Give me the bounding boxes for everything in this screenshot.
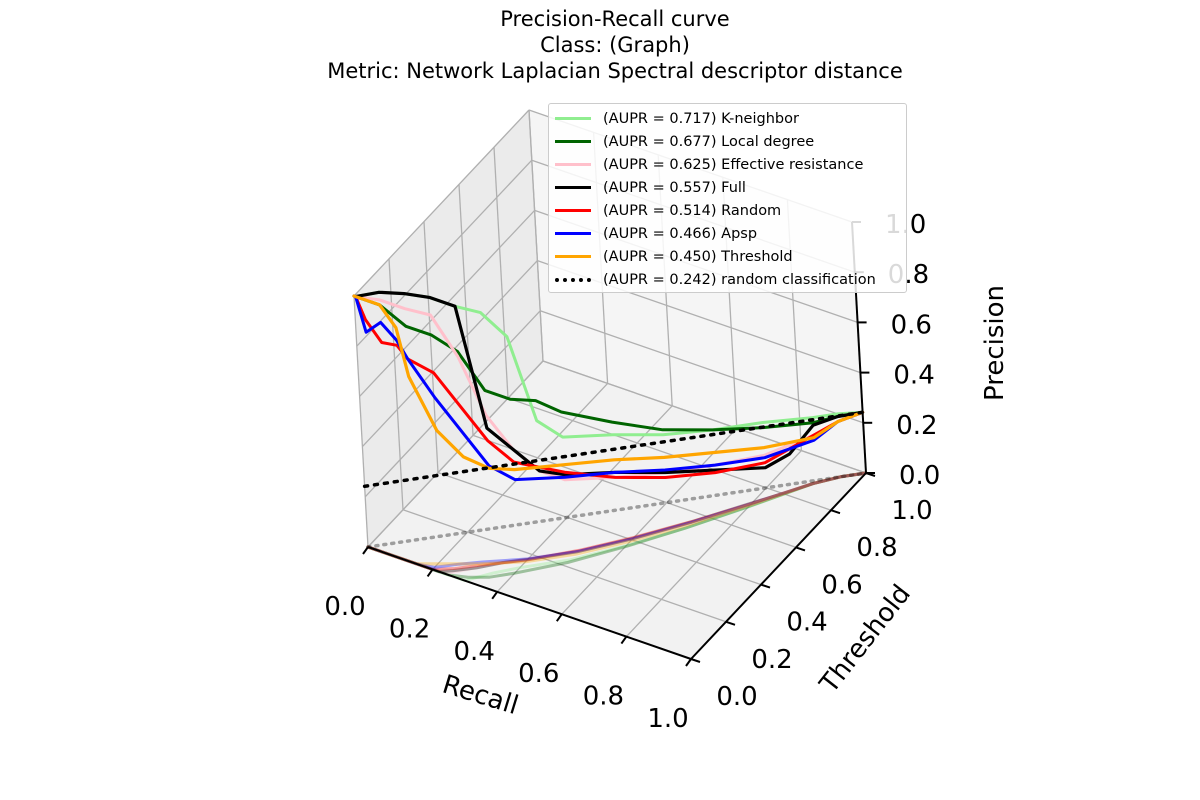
grid-line	[367, 360, 544, 548]
x-tick-label: 0.8	[583, 682, 624, 712]
grid-line	[353, 295, 369, 548]
z-tick-label: 0.0	[899, 461, 940, 491]
x-tick-label: 0.2	[389, 614, 430, 644]
legend-label: (AUPR = 0.677) Local degree	[603, 133, 815, 150]
chart-legend: (AUPR = 0.717) K-neighbor (AUPR = 0.677) …	[548, 103, 907, 293]
y-tick	[865, 472, 876, 477]
series-line-4	[352, 294, 865, 479]
x-tick-label: 0.0	[324, 592, 365, 622]
grid-line	[353, 109, 530, 297]
legend-swatch	[555, 277, 591, 282]
grid-line	[507, 397, 832, 511]
x-tick-label: 0.4	[454, 637, 495, 667]
y-tick	[795, 546, 806, 552]
grid-line	[542, 360, 867, 474]
grid-line	[625, 450, 802, 638]
series-lines	[352, 290, 865, 489]
legend-label: (AUPR = 0.717) K-neighbor	[603, 110, 799, 127]
legend-label: (AUPR = 0.625) Effective resistance	[603, 156, 864, 173]
x-axis-label: Recall	[439, 670, 522, 721]
grid-line	[496, 405, 673, 593]
grid-line	[528, 109, 544, 362]
x-tick	[620, 636, 628, 645]
legend-label: (AUPR = 0.514) Random	[603, 202, 782, 219]
y-tick	[690, 658, 701, 663]
series-line-3	[352, 290, 865, 477]
y-tick	[725, 620, 736, 626]
x-tick	[491, 591, 499, 600]
y-tick-label: 0.0	[716, 682, 757, 712]
legend-label: (AUPR = 0.242) random classification	[603, 271, 876, 288]
left-wall-pane	[354, 110, 543, 547]
grid-line	[402, 509, 727, 623]
legend-swatch	[555, 209, 591, 212]
chart-title-line-3: Metric: Network Laplacian Spectral descr…	[327, 59, 903, 83]
grid-line	[437, 471, 762, 586]
legend-label: (AUPR = 0.466) Apsp	[603, 225, 758, 242]
legend-item: (AUPR = 0.242) random classification	[555, 268, 906, 291]
grid-line	[364, 310, 541, 498]
series-line-5	[352, 294, 865, 482]
legend-swatch	[555, 163, 591, 166]
legend-item: (AUPR = 0.717) K-neighbor	[555, 107, 906, 130]
legend-swatch	[555, 186, 591, 189]
legend-item: (AUPR = 0.625) Effective resistance	[555, 153, 906, 176]
legend-item: (AUPR = 0.677) Local degree	[555, 130, 906, 153]
chart-title-line-1: Precision-Recall curve	[500, 7, 730, 31]
x-axis-line	[367, 546, 692, 660]
legend-item: (AUPR = 0.557) Full	[555, 176, 906, 199]
y-tick-label: 0.6	[821, 570, 862, 600]
y-tick-label: 0.4	[786, 608, 827, 638]
series-line-6	[352, 294, 865, 472]
y-tick-label: 1.0	[891, 496, 932, 526]
y-tick	[760, 583, 771, 589]
grid-line	[388, 258, 404, 510]
z-tick-label: 0.6	[891, 310, 932, 340]
legend-swatch	[555, 117, 591, 120]
x-tick	[362, 546, 369, 555]
grid-line	[561, 427, 738, 615]
chart-title-line-2: Class: (Graph)	[540, 33, 690, 57]
legend-label: (AUPR = 0.450) Threshold	[603, 248, 793, 265]
x-tick	[426, 568, 434, 577]
x-tick	[685, 658, 692, 667]
z-axis-label: Precision	[980, 285, 1010, 401]
x-tick-label: 0.6	[518, 659, 559, 689]
legend-swatch	[555, 255, 591, 258]
legend-item: (AUPR = 0.466) Apsp	[555, 222, 906, 245]
legend-label: (AUPR = 0.557) Full	[603, 179, 746, 196]
grid-line	[472, 434, 797, 549]
y-tick-label: 0.8	[856, 533, 897, 563]
legend-swatch	[555, 140, 591, 143]
legend-item: (AUPR = 0.450) Threshold	[555, 245, 906, 268]
x-tick	[555, 613, 563, 622]
y-tick-label: 0.2	[751, 645, 792, 675]
grid-line	[361, 260, 538, 448]
grid-line	[493, 147, 509, 399]
y-axis-line	[690, 472, 867, 660]
x-tick-label: 1.0	[647, 704, 688, 734]
legend-swatch	[555, 232, 591, 235]
shadow-line-7	[366, 471, 868, 549]
y-tick	[830, 509, 841, 515]
z-tick-label: 0.4	[893, 361, 934, 391]
legend-item: (AUPR = 0.514) Random	[555, 199, 906, 222]
z-tick-label: 0.2	[896, 411, 937, 441]
series-line-7	[362, 410, 865, 489]
floor-pane	[368, 361, 866, 659]
grid-line	[539, 310, 864, 424]
